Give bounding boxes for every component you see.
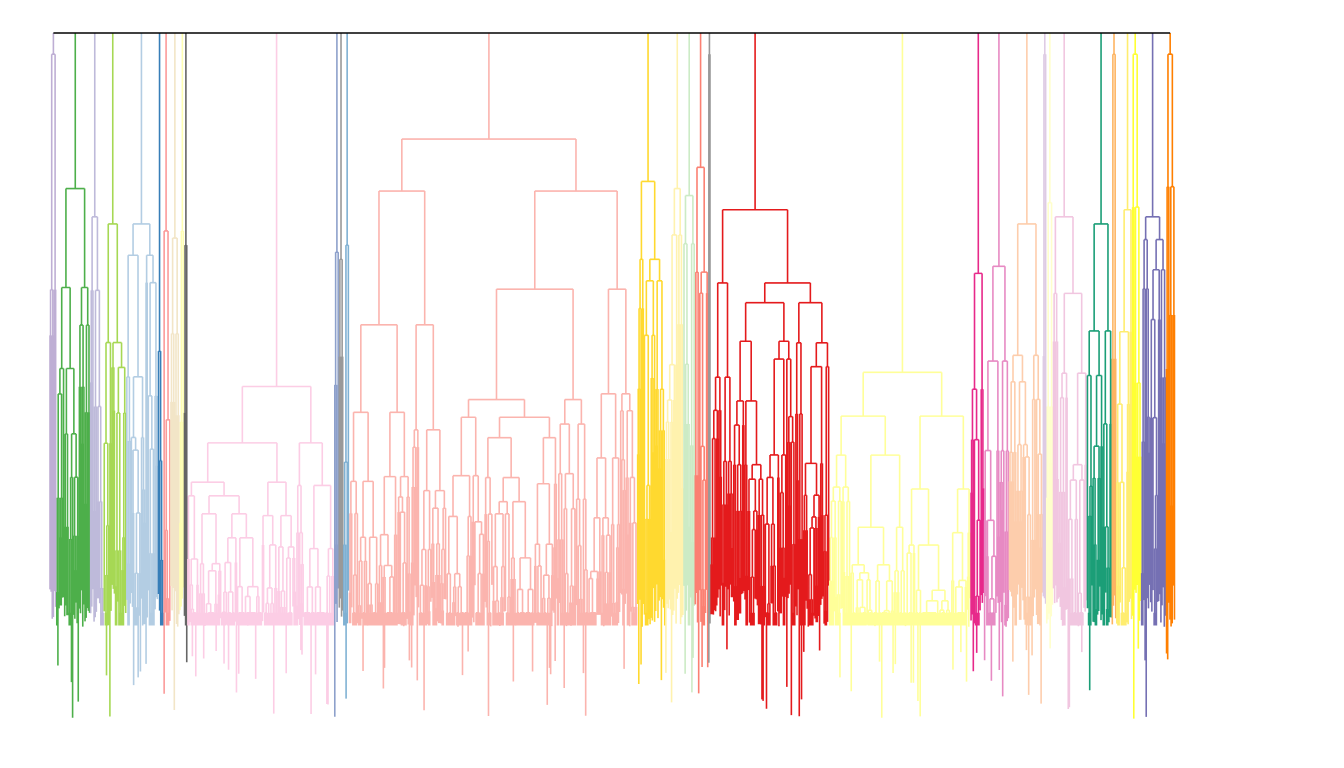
branch-cluster-07	[163, 33, 171, 694]
branch-cluster-02	[55, 33, 91, 718]
branch-cluster-01	[49, 33, 57, 619]
branch-cluster-06	[157, 33, 164, 626]
branch-cluster-25	[1008, 33, 1044, 704]
branch-layer	[49, 32, 1176, 719]
branch-cluster-03	[89, 33, 104, 626]
branch-cluster-29	[1086, 33, 1112, 691]
branch-cluster-09	[179, 33, 185, 611]
branch-cluster-26	[1042, 33, 1047, 604]
branch-cluster-33	[1140, 33, 1167, 717]
branch-cluster-21	[710, 33, 830, 717]
branch-cluster-16	[636, 33, 666, 684]
branch-cluster-31	[1116, 33, 1133, 626]
branch-cluster-28	[1052, 33, 1088, 709]
branch-cluster-19	[694, 33, 709, 694]
branch-cluster-13	[338, 33, 344, 617]
branch-cluster-14	[343, 33, 350, 699]
branch-cluster-11	[187, 33, 335, 714]
branch-cluster-27	[1045, 33, 1054, 649]
branch-cluster-34	[1165, 33, 1176, 660]
branch-cluster-17	[665, 33, 684, 703]
branch-cluster-12	[333, 33, 339, 717]
branch-cluster-24	[983, 33, 1010, 697]
branch-cluster-08	[170, 33, 180, 710]
branch-cluster-30	[1111, 33, 1117, 625]
branch-cluster-32	[1131, 33, 1142, 719]
branch-cluster-10	[183, 33, 188, 663]
branch-cluster-05	[126, 33, 159, 686]
branch-cluster-04	[103, 33, 127, 717]
branch-cluster-15	[348, 33, 638, 716]
branch-cluster-22	[828, 33, 971, 718]
branch-cluster-20	[708, 33, 711, 663]
branch-cluster-23	[970, 33, 985, 672]
branch-cluster-18	[683, 33, 695, 693]
